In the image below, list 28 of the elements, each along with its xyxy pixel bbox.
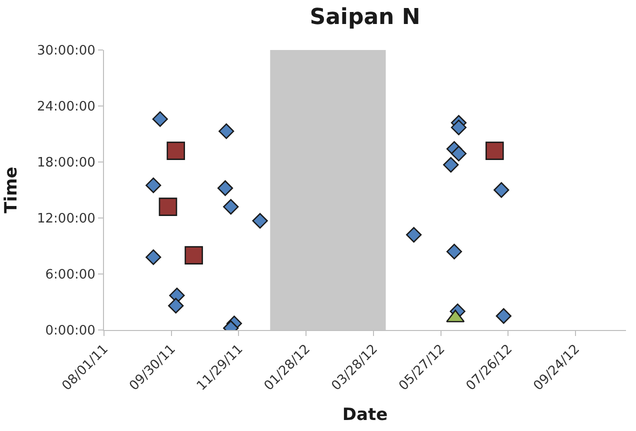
point [146,178,162,194]
point [450,120,467,136]
point [406,227,422,243]
point [168,298,184,314]
point [152,111,168,127]
point [450,146,467,162]
point [146,249,162,265]
point [158,198,178,216]
y-tick-label: 0:00:00 [45,324,96,339]
point [494,182,510,198]
y-tick-label: 30:00:00 [37,44,96,59]
y-tick-label: 12:00:00 [37,212,96,227]
point [218,123,234,139]
point [223,199,239,215]
point [184,246,203,264]
y-tick-label: 6:00:00 [45,268,96,283]
point [166,142,185,160]
y-tick-label: 18:00:00 [37,156,96,171]
point [446,244,462,260]
x-axis-title: Date [342,405,388,426]
point [443,157,459,173]
chart-title: Saipan N [310,5,420,30]
y-tick-label: 24:00:00 [37,100,96,115]
point [486,142,504,160]
y-axis-title: Time [2,166,22,214]
point [252,213,268,229]
point [217,180,234,196]
point [496,308,512,324]
